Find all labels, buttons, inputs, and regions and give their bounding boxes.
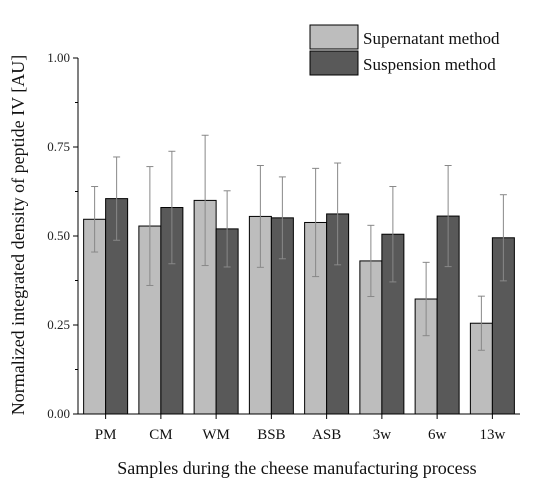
y-tick-label-0.00: 0.00	[47, 406, 70, 421]
legend-label-suspension: Suspension method	[363, 55, 496, 74]
x-tick-label-WM: WM	[202, 427, 230, 443]
y-tick-label-1.00: 1.00	[47, 50, 70, 65]
legend: Supernatant method Suspension method	[309, 24, 500, 76]
legend-label-supernatant: Supernatant method	[363, 29, 500, 48]
x-tick-label-BSB: BSB	[257, 427, 285, 443]
legend-swatch-suspension	[309, 50, 359, 76]
x-tick-label-3w: 3w	[373, 427, 392, 443]
x-tick-label-CM: CM	[149, 427, 172, 443]
y-axis: 0.00 0.25 0.50 0.75 1.00	[47, 50, 79, 421]
y-tick-label-0.50: 0.50	[47, 228, 70, 243]
legend-swatch-supernatant	[309, 24, 359, 50]
y-tick-label-0.25: 0.25	[47, 317, 70, 332]
plot-area	[83, 134, 515, 415]
y-axis-title: Normalized integrated density of peptide…	[8, 55, 28, 416]
x-tick-label-PM: PM	[95, 427, 117, 443]
x-tick-label-13w: 13w	[479, 427, 505, 443]
x-tick-label-6w: 6w	[428, 427, 447, 443]
x-axis: PM CM WM BSB ASB 3w 6w 13w	[78, 413, 520, 443]
x-axis-title: Samples during the cheese manufacturing …	[117, 458, 476, 478]
y-tick-label-0.75: 0.75	[47, 139, 70, 154]
x-tick-label-ASB: ASB	[312, 427, 341, 443]
